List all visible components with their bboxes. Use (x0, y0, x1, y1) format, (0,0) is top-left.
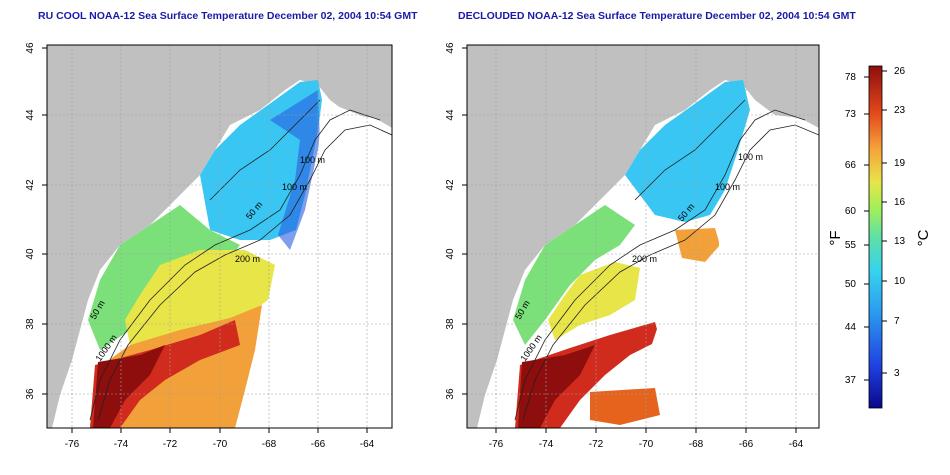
clouded-region (650, 110, 819, 428)
c-tick-label: 16 (894, 197, 906, 208)
c-tick-label: 26 (894, 66, 906, 77)
f-tick-label: 37 (845, 375, 857, 386)
sst-gulf-stream-core (518, 345, 595, 428)
sst-gulf-stream-red (90, 320, 240, 428)
y-tick-label: 46 (445, 42, 456, 54)
sst-shelf-yellow (548, 262, 640, 340)
c-tick-label: 13 (894, 236, 906, 247)
no-data-region (235, 100, 392, 428)
sst-orange-patch-south (590, 388, 660, 425)
y-axis: 36 38 40 42 44 46 (25, 42, 47, 400)
contour-label: 100 m (282, 182, 307, 192)
x-axis: -76 -74 -72 -70 -68 -66 -64 (65, 428, 375, 450)
x-tick-label: -72 (163, 439, 178, 450)
panel-title-raw: RU COOL NOAA-12 Sea Surface Temperature … (38, 10, 418, 22)
c-tick-label: 19 (894, 158, 906, 169)
c-tick-label: 7 (894, 316, 900, 327)
sst-slope-orange-patch (675, 228, 720, 262)
x-tick-label: -72 (589, 439, 604, 450)
contour-label: 100 m (715, 182, 740, 192)
contour-label: 200 m (632, 254, 657, 264)
contour-label: 100 m (738, 152, 763, 162)
bathymetry-contour (89, 109, 381, 421)
x-tick-label: -64 (360, 439, 375, 450)
sst-blue-noise (270, 90, 320, 250)
bathymetry-contour (514, 109, 806, 421)
contour-label: 200 m (235, 254, 260, 264)
sst-gulf-stream-core (93, 345, 165, 428)
x-tick-label: -76 (489, 439, 504, 450)
x-tick-label: -66 (311, 439, 326, 450)
y-tick-label: 42 (25, 179, 36, 191)
bathymetry-contour (209, 99, 321, 201)
x-tick-label: -70 (213, 439, 228, 450)
grid-lines (47, 45, 392, 428)
bathymetry-contour (97, 124, 392, 421)
map-frame (466, 44, 820, 429)
sst-shelf-green (513, 205, 635, 345)
y-tick-label: 38 (25, 318, 36, 330)
y-tick-label: 38 (445, 318, 456, 330)
y-tick-label: 42 (445, 179, 456, 191)
celsius-unit-label: °C (915, 229, 932, 246)
c-tick-label: 23 (894, 105, 906, 116)
f-tick-label: 44 (845, 322, 857, 333)
x-axis: -76 -74 -72 -70 -68 -66 -64 (489, 428, 804, 450)
bathymetry-contour (522, 124, 819, 421)
f-tick-label: 78 (845, 72, 857, 83)
y-tick-label: 46 (25, 42, 36, 54)
sst-map-raw: 100 m 100 m 50 m 200 m 50 m 1000 m -76 -… (25, 42, 393, 450)
fahrenheit-scale: 78 73 66 60 55 50 44 37 (845, 72, 869, 386)
x-tick-label: -76 (65, 439, 80, 450)
x-tick-label: -68 (689, 439, 704, 450)
x-tick-label: -74 (539, 439, 554, 450)
x-tick-label: -68 (262, 439, 277, 450)
sst-map-declouded: 100 m 100 m 50 m 200 m 50 m 1000 m -76 -… (445, 42, 820, 450)
fahrenheit-unit-label: °F (827, 230, 844, 245)
land-mass (467, 45, 819, 428)
y-tick-label: 44 (445, 109, 456, 121)
f-tick-label: 66 (845, 160, 857, 171)
sst-shelf-yellow (125, 250, 275, 345)
f-tick-label: 60 (845, 206, 857, 217)
f-tick-label: 50 (845, 279, 857, 290)
colorbar-gradient (868, 65, 883, 409)
panel-title-declouded: DECLOUDED NOAA-12 Sea Surface Temperatur… (458, 10, 856, 22)
c-tick-label: 3 (894, 368, 900, 379)
x-tick-label: -64 (789, 439, 804, 450)
y-tick-label: 44 (25, 109, 36, 121)
y-axis: 36 38 40 42 44 46 (445, 42, 467, 400)
y-tick-label: 40 (25, 248, 36, 260)
grid-lines (467, 45, 819, 428)
y-tick-label: 36 (445, 388, 456, 400)
temperature-colorbar: 78 73 66 60 55 50 44 37 26 23 19 16 13 1… (827, 65, 932, 409)
y-tick-label: 36 (25, 388, 36, 400)
celsius-scale: 26 23 19 16 13 10 7 3 (882, 66, 906, 379)
contour-label: 100 m (300, 155, 325, 165)
x-tick-label: -74 (114, 439, 129, 450)
y-tick-label: 40 (445, 248, 456, 260)
f-tick-label: 55 (845, 240, 857, 251)
c-tick-label: 10 (894, 276, 906, 287)
bathymetry-contour (634, 99, 746, 201)
land-mass (47, 45, 392, 428)
x-tick-label: -70 (639, 439, 654, 450)
f-tick-label: 73 (845, 109, 857, 120)
x-tick-label: -66 (739, 439, 754, 450)
